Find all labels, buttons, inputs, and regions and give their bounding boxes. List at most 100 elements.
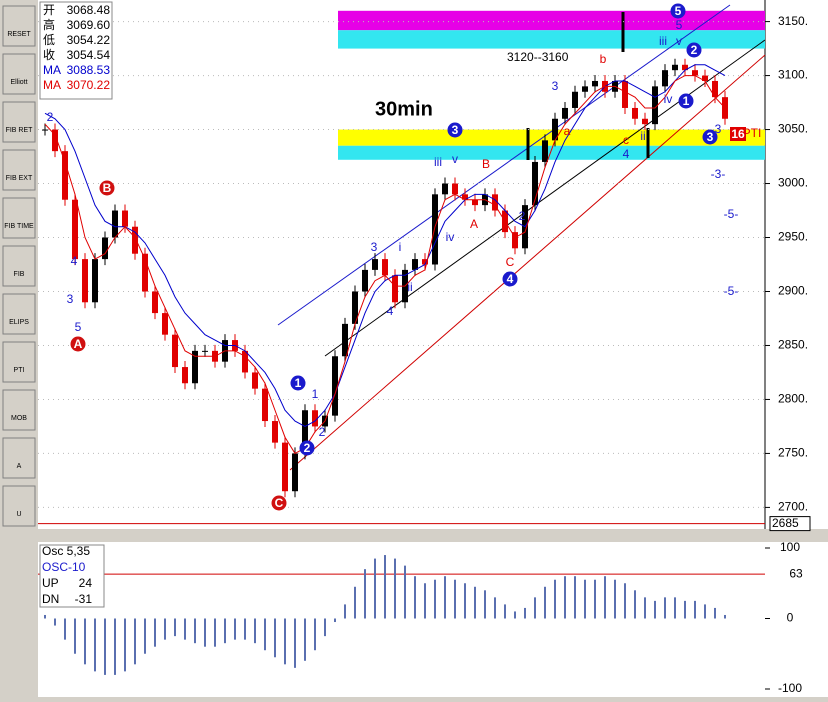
y-tick-label: 2750. [778,446,808,460]
wave-marker [299,440,315,456]
candle [662,70,668,87]
candle [412,259,418,270]
tool-label: ELIPS [9,319,29,326]
tool-label: PTI [14,367,25,374]
tool-label: FIB TIME [4,223,34,230]
candle [52,129,58,152]
wave-label: iv [446,230,455,244]
y-tick-label: 3050. [778,122,808,136]
tool-button[interactable] [2,341,36,383]
wave-marker-label: 2 [691,43,698,57]
tool-label: MOB [11,415,27,422]
quote-label: 开 [43,3,55,17]
wave-marker-label: 3 [452,123,459,137]
y-tick-label: 2850. [778,338,808,352]
quote-value: 3054.22 [67,33,111,47]
wave-label: -5- [724,207,739,221]
candle [132,226,138,254]
wave-label: PTI [743,126,762,140]
tool-button[interactable] [2,485,36,527]
wave-label: c [623,133,629,147]
ma-value: 3088.53 [67,63,111,77]
tool-label: A [17,463,22,470]
y-tick-label: 2800. [778,392,808,406]
candle [512,232,518,249]
candle [92,259,98,303]
tool-button[interactable] [2,53,36,95]
candle [632,107,638,119]
candle [282,442,288,492]
tool-button[interactable] [2,101,36,143]
candle [712,80,718,98]
wave-label: 3 [67,292,74,306]
y-tick-label: -100 [778,681,802,695]
candle [542,140,548,162]
tool-button[interactable] [2,245,36,287]
tool-button[interactable] [2,5,36,47]
candle [472,199,478,206]
wave-label: a [564,124,571,138]
wave-marker-label: 4 [507,272,514,286]
wave-label: 3 [371,240,378,254]
candle [642,118,648,125]
osc-stat-value: 24 [79,576,93,590]
candle [102,237,108,260]
wave-label: 4 [387,304,394,318]
tool-button[interactable] [2,149,36,191]
quote-label: 低 [43,33,55,47]
quote-value: 3068.48 [67,3,111,17]
wave-marker [686,42,702,58]
candle [172,334,178,368]
tool-button[interactable] [2,197,36,239]
wave-label: iv [664,92,673,106]
candle [292,453,298,492]
wave-label: C [506,255,515,269]
candle [462,194,468,200]
osc-axis [765,542,828,697]
pane-separator [38,529,828,542]
osc-subtitle: OSC-10 [42,560,86,574]
candle [702,75,708,81]
price-zone [338,10,765,31]
candle [62,151,68,200]
pti-box [730,127,746,141]
wave-label: ii [407,280,412,294]
candle [492,194,498,211]
candle [432,194,438,265]
tool-label: FIB RET [6,127,34,134]
ma-label: MA [43,63,61,77]
wave-label: 2 [519,209,526,223]
candle [122,210,128,227]
tool-button[interactable] [2,437,36,479]
tool-button[interactable] [2,293,36,335]
wave-label: A [470,217,478,231]
y-tick-label: 2700. [778,500,808,514]
cursor-box [769,516,811,532]
wave-marker [702,129,718,145]
candle [552,118,558,141]
candle [452,183,458,195]
candle [562,107,568,119]
ma-value: 3070.22 [67,78,111,92]
candle [692,70,698,76]
tool-label: RESET [7,31,31,38]
wave-marker [271,495,287,511]
wave-marker [70,336,86,352]
tool-button[interactable] [2,389,36,431]
candle [72,199,78,260]
wave-label: -3- [711,167,726,181]
wave-label: B [482,157,490,171]
candle [592,80,598,87]
osc-info-box [39,544,105,608]
wave-label: 5 [676,18,683,32]
candle [202,350,208,352]
y-tick-label: 3100. [778,68,808,82]
tool-label: FIB EXT [6,175,33,182]
cursor-label: 2685 [772,516,799,530]
y-tick-label: 2950. [778,230,808,244]
wave-marker-label: 1 [683,94,690,108]
wave-marker [502,271,518,287]
candle [342,323,348,357]
candle [272,421,278,443]
